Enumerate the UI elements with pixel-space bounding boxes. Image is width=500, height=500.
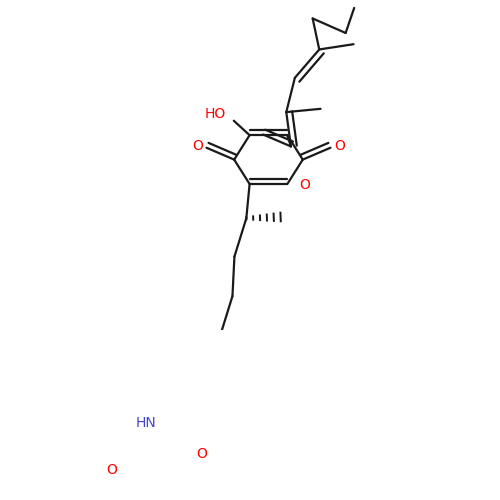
Text: HN: HN [136,416,156,430]
Text: O: O [192,140,202,153]
Text: O: O [334,140,345,153]
Text: HO: HO [204,107,226,121]
Text: O: O [196,448,207,462]
Text: O: O [299,178,310,192]
Text: O: O [106,462,117,476]
